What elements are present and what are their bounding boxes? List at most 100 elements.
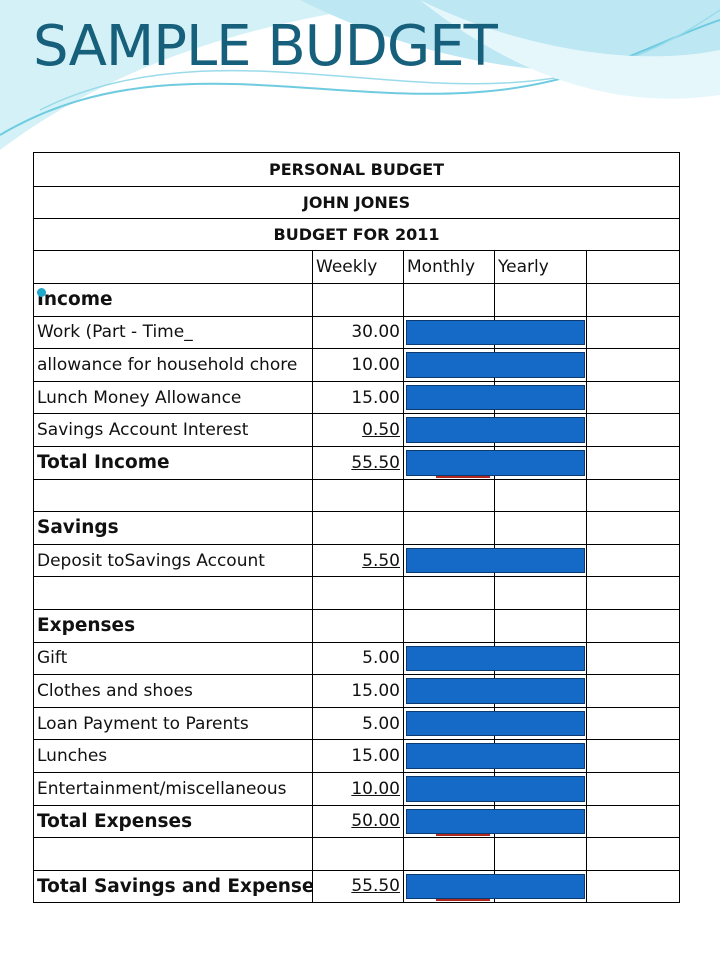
weekly-cell: 0.50 [312, 413, 404, 447]
header-row: BUDGET FOR 2011 [32, 218, 681, 251]
row: Expenses [33, 608, 681, 643]
cell [585, 413, 681, 447]
row [33, 576, 681, 610]
cell [585, 445, 681, 480]
weekly-cell: 15.00 [312, 739, 404, 773]
row [33, 837, 681, 871]
cell [494, 283, 587, 317]
header-row: PERSONAL BUDGET [32, 152, 681, 187]
weekly-value: 15.00 [351, 680, 400, 701]
weekly-value: 5.00 [362, 713, 400, 734]
weekly-value: 5.50 [362, 550, 400, 571]
row: allowance for household chore 10.00 [33, 348, 681, 382]
weekly-value: 15.00 [351, 746, 400, 767]
cell [494, 837, 587, 871]
highlight-box [406, 352, 585, 378]
row-label: Income [33, 283, 313, 317]
cell [585, 543, 681, 578]
weekly-cell: 15.00 [312, 674, 404, 708]
red-mark [436, 899, 490, 902]
cell [585, 674, 681, 708]
row: Income [33, 283, 681, 317]
cell [403, 837, 495, 871]
weekly-value: 55.50 [351, 452, 400, 473]
cell [403, 576, 495, 610]
cell [585, 837, 681, 871]
cell [494, 576, 587, 610]
bullet [37, 288, 46, 297]
slide-title: SAMPLE BUDGET [33, 14, 498, 79]
row-label: Total Expenses [33, 804, 313, 839]
row: Savings [33, 511, 681, 545]
column-header: Yearly [494, 250, 587, 284]
cell [585, 739, 681, 773]
weekly-cell: 50.00 [312, 804, 404, 839]
cell [494, 478, 587, 513]
row-label: Deposit toSavings Account [33, 543, 313, 578]
cell [585, 641, 681, 676]
weekly-value: 30.00 [351, 322, 400, 343]
weekly-cell [312, 511, 404, 545]
cell [494, 511, 587, 545]
row-label: Total Income [33, 445, 313, 480]
weekly-cell [312, 608, 404, 643]
highlight-box [406, 417, 585, 443]
column-header-row: Weekly Monthly Yearly [33, 250, 681, 284]
highlight-box [406, 678, 585, 704]
cell [585, 869, 681, 904]
cell [403, 283, 495, 317]
row-label: Lunches [33, 739, 313, 773]
highlight-box [406, 319, 585, 346]
weekly-cell: 30.00 [312, 315, 404, 350]
weekly-cell: 5.50 [312, 543, 404, 578]
weekly-value: 10.00 [351, 778, 400, 799]
header-cell: PERSONAL BUDGET [32, 152, 681, 187]
highlight-box [406, 776, 585, 802]
weekly-value: 10.00 [351, 354, 400, 375]
row-label [33, 837, 313, 871]
row-label: Loan Payment to Parents [33, 706, 313, 741]
highlight-box [406, 384, 585, 411]
weekly-cell: 5.00 [312, 641, 404, 676]
cell [403, 608, 495, 643]
weekly-cell [312, 837, 404, 871]
highlight-box [406, 808, 585, 835]
column-header: Monthly [403, 250, 495, 284]
cell [494, 608, 587, 643]
red-mark [436, 475, 490, 478]
weekly-cell [312, 576, 404, 610]
cell [585, 315, 681, 350]
row-label: Expenses [33, 608, 313, 643]
cell [585, 511, 681, 545]
weekly-cell [312, 478, 404, 513]
row-label: Gift [33, 641, 313, 676]
cell [33, 250, 313, 284]
cell [585, 348, 681, 382]
row-label: Savings Account Interest [33, 413, 313, 447]
weekly-cell: 15.00 [312, 380, 404, 415]
decoration [0, 0, 720, 150]
weekly-value: 50.00 [351, 811, 400, 832]
weekly-cell: 10.00 [312, 348, 404, 382]
highlight-box [406, 743, 585, 769]
cell [585, 608, 681, 643]
row-label: Clothes and shoes [33, 674, 313, 708]
cell [403, 478, 495, 513]
weekly-cell: 10.00 [312, 771, 404, 806]
row-label [33, 576, 313, 610]
column-header: Weekly [312, 250, 404, 284]
highlight-box [406, 710, 585, 737]
row-label: Savings [33, 511, 313, 545]
weekly-value: 0.50 [362, 420, 400, 441]
row-label: allowance for household chore [33, 348, 313, 382]
highlight-box [406, 873, 585, 900]
weekly-cell: 5.00 [312, 706, 404, 741]
highlight-box [406, 450, 585, 476]
highlight-box [406, 547, 585, 574]
highlight-box [406, 645, 585, 672]
cell [585, 706, 681, 741]
header-cell: JOHN JONES [32, 186, 681, 219]
row-label: Lunch Money Allowance [33, 380, 313, 415]
cell [585, 576, 681, 610]
